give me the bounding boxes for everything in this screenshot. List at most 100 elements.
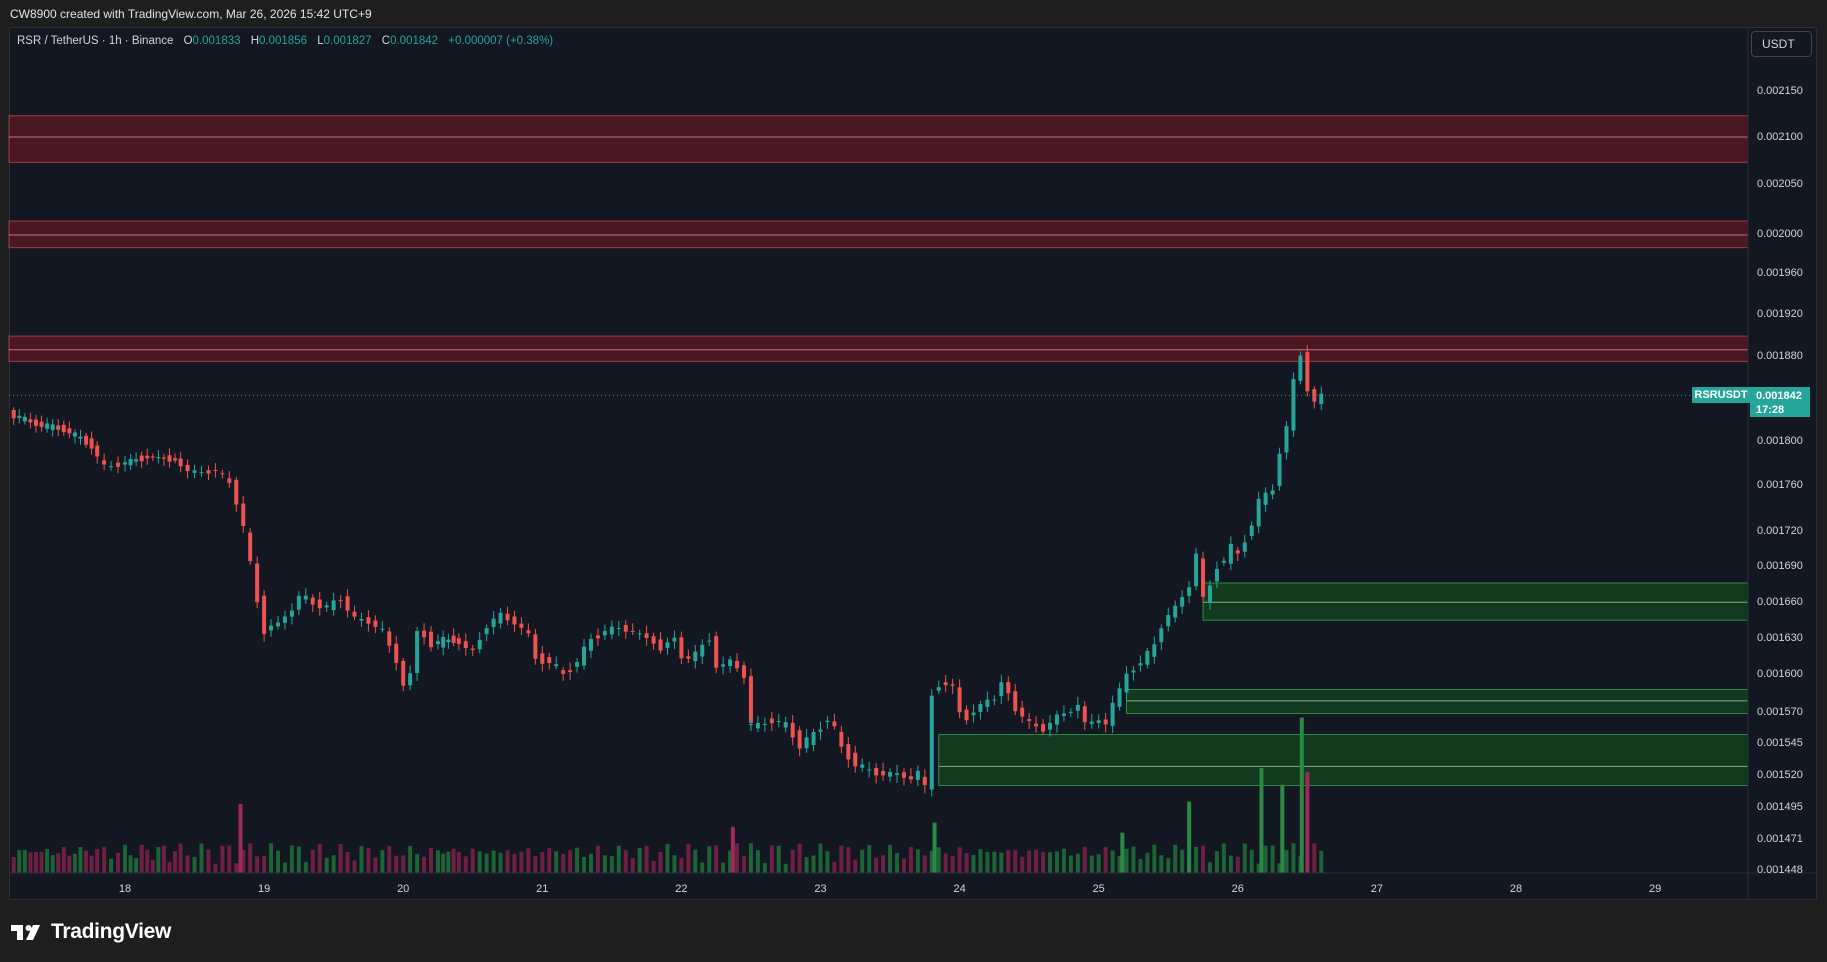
volume-bar (533, 856, 538, 873)
volume-bar (373, 857, 378, 873)
volume-bar (17, 850, 22, 873)
candle-body (234, 479, 239, 505)
volume-bar (867, 845, 872, 873)
volume-bar (1173, 844, 1178, 873)
candle-body (790, 722, 795, 738)
candle-body (380, 628, 385, 630)
volume-spike-bar (1187, 801, 1192, 873)
volume-bar (1312, 843, 1317, 873)
legend-close-label: C (381, 35, 391, 47)
volume-bar (908, 846, 913, 873)
volume-bar (679, 857, 684, 873)
volume-bar (728, 850, 733, 873)
candle-body (1152, 644, 1157, 657)
candle-body (456, 638, 461, 644)
volume-bar (881, 855, 886, 873)
time-axis-tick-label: 24 (953, 883, 965, 895)
tradingview-logo[interactable]: TradingView (11, 920, 171, 944)
volume-bar (957, 847, 962, 873)
volume-bar (1228, 855, 1233, 873)
volume-bar (1006, 850, 1011, 873)
volume-bar (1061, 848, 1066, 873)
volume-bar (547, 848, 552, 873)
candle-body (561, 670, 566, 674)
candle-body (595, 635, 600, 639)
candle-body (296, 595, 301, 610)
candle-body (686, 656, 691, 659)
candle-body (269, 625, 274, 631)
candle-body (199, 472, 204, 474)
volume-bar (971, 854, 976, 873)
time-axis-tick-label: 18 (119, 883, 131, 895)
price-axis-tick-label: 0.001520 (1757, 769, 1803, 781)
candle-body (700, 644, 705, 657)
volume-bar (199, 843, 204, 873)
volume-bar (1117, 856, 1122, 873)
candle-body (554, 664, 559, 667)
volume-bar (470, 848, 475, 873)
volume-bar (888, 844, 893, 873)
volume-bar (422, 856, 427, 873)
time-axis-tick-label: 19 (258, 883, 270, 895)
volume-bar (39, 851, 44, 873)
candle-body (1194, 553, 1199, 587)
volume-bar (408, 845, 413, 873)
candle-body (255, 563, 260, 603)
volume-bar (1214, 851, 1219, 873)
price-axis-tick-label: 0.001545 (1757, 737, 1803, 749)
volume-bar (1054, 851, 1059, 873)
candle-body (1256, 498, 1261, 527)
candle-body (651, 636, 656, 644)
volume-bar (839, 845, 844, 873)
volume-bar (1194, 846, 1199, 873)
volume-bar (929, 850, 934, 873)
candle-body (1061, 713, 1066, 716)
volume-bar (178, 843, 183, 873)
candle-body (888, 771, 893, 777)
footer (0, 900, 1827, 962)
volume-spike-bar (238, 804, 243, 873)
currency-button[interactable]: USDT (1751, 31, 1812, 57)
volume-bar (1291, 843, 1296, 873)
candle-body (1235, 550, 1240, 554)
candle-body (161, 457, 166, 459)
candle-body (908, 776, 913, 780)
candle-body (964, 709, 969, 721)
volume-bar (512, 853, 517, 873)
candle-body (1298, 355, 1303, 381)
volume-bar (72, 853, 77, 873)
price-axis-tick-label: 0.001800 (1757, 435, 1803, 447)
volume-bar (818, 843, 823, 873)
candle-body (776, 721, 781, 723)
candle-body (714, 636, 719, 668)
volume-bar (658, 851, 663, 873)
candle-body (957, 687, 962, 713)
volume-bar (846, 847, 851, 873)
candle-body (1180, 597, 1185, 607)
candle-body (1145, 650, 1150, 665)
candle-body (950, 684, 955, 686)
candle-body (943, 682, 948, 686)
volume-bar (1221, 843, 1226, 873)
price-chart[interactable]: 0.002150 0.002100 0.002050 0.002000 0.001960… (0, 0, 1827, 900)
volume-bar (901, 858, 906, 873)
legend-low-value: 0.001827 (323, 35, 372, 47)
volume-bar (441, 853, 446, 873)
candle-body (61, 424, 66, 433)
volume-bar (860, 849, 865, 873)
candle-body (762, 723, 767, 725)
candle-body (901, 772, 906, 778)
volume-bar (116, 852, 121, 873)
volume-bar (1319, 850, 1324, 873)
candle-body (338, 600, 343, 602)
volume-bar (61, 847, 66, 873)
legend-change: +0.000007 (+0.38%) (448, 35, 554, 47)
candle-body (588, 638, 593, 651)
volume-bar (999, 852, 1004, 873)
volume-bar (1082, 846, 1087, 873)
support-zone-5 (1126, 688, 1749, 714)
volume-bar (1013, 849, 1018, 873)
candle-body (1277, 453, 1282, 487)
candle-body (547, 657, 552, 664)
price-axis-tick-label: 0.001600 (1757, 668, 1803, 680)
